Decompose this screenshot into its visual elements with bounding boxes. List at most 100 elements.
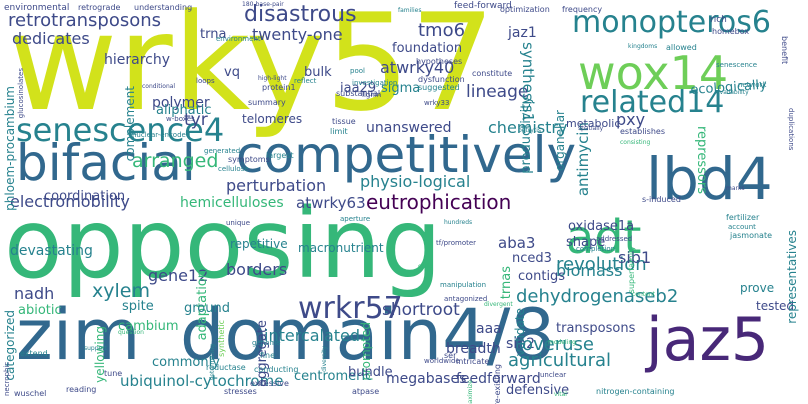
word: pxy — [616, 110, 646, 129]
word: telomeres — [242, 112, 303, 126]
word: maximize — [467, 380, 474, 404]
word: modeling — [548, 339, 576, 346]
word: suggested — [418, 83, 460, 92]
word: shape — [566, 235, 606, 250]
word: gene12 — [148, 266, 209, 285]
word: cambium — [118, 319, 179, 334]
word: understanding — [134, 3, 193, 12]
word: jasmonate — [730, 231, 773, 240]
word: optimization — [500, 5, 550, 14]
word: zim — [16, 294, 141, 376]
word: largest — [266, 151, 294, 160]
word: nitrogen-containing — [596, 387, 675, 396]
word: vq — [224, 65, 240, 80]
word: polymer — [152, 95, 210, 111]
word: chemistry — [488, 118, 568, 137]
word: opposing — [4, 188, 442, 300]
word: tmo6 — [418, 20, 466, 41]
word: establishes — [620, 127, 665, 136]
word: account — [728, 223, 756, 231]
word: feed-forward — [454, 1, 512, 11]
word: coordination — [44, 189, 126, 204]
word: jaz1 — [508, 25, 537, 41]
word: commonly — [152, 355, 220, 370]
word: prove — [740, 281, 775, 295]
word: environmental — [4, 3, 70, 13]
word: wuschel — [14, 389, 47, 398]
word: iaa29 — [340, 81, 377, 96]
word: metabolic — [566, 117, 621, 130]
word: investigation — [352, 79, 398, 87]
word: related14 — [580, 85, 725, 120]
word: benefit — [780, 36, 789, 65]
word: extend — [20, 349, 48, 358]
word: synthetic — [217, 320, 226, 357]
word: marks — [726, 185, 745, 192]
word: homebox — [712, 27, 750, 36]
word: spite — [122, 299, 154, 314]
word: nced3 — [512, 251, 552, 266]
word: lignin — [362, 91, 382, 99]
word: adt — [566, 210, 642, 264]
word: limit — [330, 127, 348, 136]
word: hundreds — [444, 219, 473, 226]
word: frequency — [562, 5, 603, 14]
word: unclear — [540, 371, 567, 379]
word: repressors — [694, 126, 709, 194]
word: abiotic — [18, 303, 62, 318]
word: transposons — [556, 321, 636, 336]
word: nadh — [14, 284, 55, 303]
word: necrophic — [3, 361, 11, 396]
word: ser — [444, 351, 457, 360]
word: 180-base-pair — [242, 1, 284, 8]
word: kingdoms — [628, 43, 658, 50]
word: atpase — [352, 387, 380, 396]
word: representatives — [785, 230, 799, 324]
word: conducting — [254, 365, 299, 374]
word: centromeric — [294, 369, 373, 384]
word: revolution — [556, 254, 647, 275]
word: content — [632, 291, 655, 298]
word: antimycin — [574, 122, 592, 197]
word: excessive — [250, 379, 289, 388]
word: twenty-one — [252, 25, 343, 44]
word: shortroot — [382, 300, 460, 320]
word: monopteros6 — [572, 5, 771, 40]
word: wrky33 — [424, 99, 450, 107]
word: network — [738, 81, 767, 89]
word: tyr — [184, 110, 208, 130]
word: superfamily — [627, 246, 636, 294]
word: summary — [248, 98, 286, 107]
word: intricate — [456, 357, 490, 366]
word: bundle — [348, 365, 393, 380]
word: electromobility — [10, 192, 130, 211]
word: repetitive — [230, 237, 288, 251]
word: tf/promoter — [436, 239, 477, 247]
word: fertilizer — [726, 213, 760, 222]
word: divergent — [484, 301, 513, 308]
word: support — [84, 345, 108, 352]
word: symptoms — [228, 155, 270, 164]
word: worldwide — [424, 357, 460, 365]
word: hypotheses — [416, 57, 463, 66]
word: unique — [226, 219, 251, 227]
word: wox14 — [578, 46, 729, 100]
word: ubiquinol-cytochrome — [120, 372, 284, 390]
word: agricultural — [508, 350, 612, 371]
word: dehydrogenaseb2 — [516, 286, 679, 307]
word: retrotransposons — [8, 10, 162, 31]
word: aliphatic — [156, 103, 212, 118]
word: glucosinolates — [17, 68, 25, 119]
word: oxidase1a — [568, 219, 635, 234]
word: cellulose — [218, 165, 249, 173]
word: trna — [200, 27, 227, 42]
word: phloem-procambium — [3, 86, 17, 211]
word: eutrophication — [366, 190, 512, 214]
word: stresses — [224, 387, 257, 396]
word: lineage — [466, 82, 529, 102]
word: perturbation — [226, 176, 327, 195]
word: trnas — [499, 266, 514, 300]
word: tune — [104, 369, 123, 378]
word: completion — [576, 245, 616, 253]
